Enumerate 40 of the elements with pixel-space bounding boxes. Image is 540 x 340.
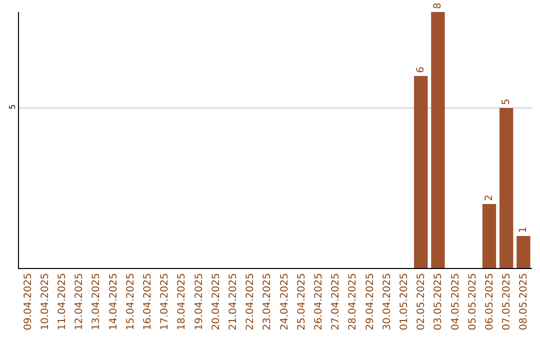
x-tick-label: 16.04.2025	[142, 273, 154, 330]
x-tick-label: 11.04.2025	[57, 273, 68, 330]
x-tick-label: 08.05.2025	[518, 273, 530, 330]
x-tick-label: 26.04.2025	[314, 273, 324, 330]
bar	[431, 12, 445, 268]
data-label: 8	[432, 2, 444, 9]
x-tick-label: 25.04.2025	[296, 273, 308, 330]
data-label: 6	[415, 66, 426, 73]
x-tick-label: 09.04.2025	[22, 273, 34, 330]
x-tick-label: 03.05.2025	[433, 273, 444, 330]
x-tick-label: 02.05.2025	[416, 273, 428, 330]
x-tick-label: 28.04.2025	[348, 273, 359, 330]
data-label: 1	[518, 226, 529, 233]
x-tick-label: 30.04.2025	[382, 273, 393, 330]
data-label: 2	[484, 194, 495, 201]
x-tick-label: 14.04.2025	[108, 273, 120, 330]
x-tick-label: 17.04.2025	[160, 273, 171, 330]
bar	[414, 76, 428, 268]
x-tick-label: 04.05.2025	[450, 273, 462, 330]
x-tick-label: 05.05.2025	[467, 273, 478, 330]
x-tick-label: 06.05.2025	[484, 273, 496, 330]
x-tick-label: 18.04.2025	[176, 273, 188, 330]
x-tick-label: 24.04.2025	[279, 273, 290, 330]
x-tick-label: 15.04.2025	[125, 273, 136, 330]
x-tick-label: 20.04.2025	[210, 273, 222, 330]
bar	[482, 204, 496, 268]
bar	[500, 108, 514, 268]
x-tick-label: 22.04.2025	[245, 273, 256, 330]
x-tick-label: 29.04.2025	[364, 273, 376, 330]
data-label: 5	[500, 98, 512, 105]
x-tick-label: 23.04.2025	[262, 273, 274, 330]
x-tick-label: 21.04.2025	[228, 273, 239, 330]
bar	[516, 236, 530, 268]
x-tick-label: 10.04.2025	[40, 273, 51, 330]
x-tick-label: 12.04.2025	[74, 273, 86, 330]
x-tick-label: 13.04.2025	[91, 273, 102, 330]
x-tick-label: 27.04.2025	[330, 273, 342, 330]
x-tick-label: 19.04.2025	[194, 273, 205, 330]
x-tick-label: 07.05.2025	[502, 273, 513, 330]
x-tick-label: 01.05.2025	[399, 273, 410, 330]
